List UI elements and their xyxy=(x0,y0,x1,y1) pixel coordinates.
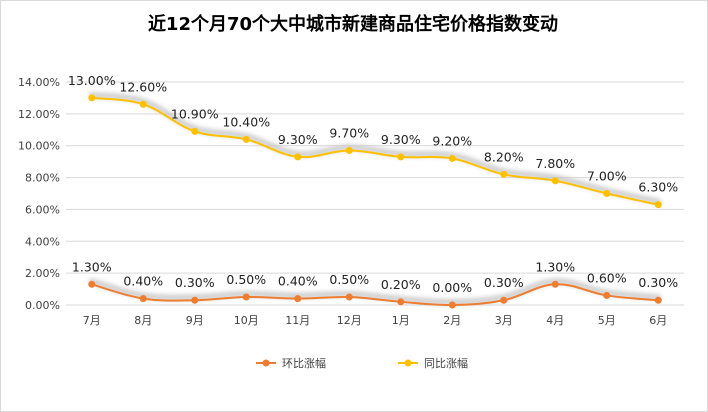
data-label: 6.30% xyxy=(638,180,678,195)
x-tick-label: 5月 xyxy=(598,314,616,327)
data-point xyxy=(294,295,302,303)
data-point xyxy=(139,100,147,108)
data-label: 1.30% xyxy=(72,259,112,274)
data-point xyxy=(448,301,456,309)
y-tick-label: 0.00% xyxy=(25,299,60,312)
x-tick-label: 9月 xyxy=(186,314,204,327)
y-tick-label: 14.00% xyxy=(18,76,60,89)
data-point xyxy=(397,298,405,306)
y-axis-ticks: 0.00% 2.00% 4.00% 6.00% 8.00% 10.00% 12.00% 14.… xyxy=(18,76,60,312)
data-label: 0.30% xyxy=(484,275,524,290)
data-point xyxy=(139,295,147,303)
data-label: 9.70% xyxy=(329,125,369,140)
data-label: 0.50% xyxy=(329,272,369,287)
x-tick-label: 10月 xyxy=(234,314,259,327)
y-tick-label: 2.00% xyxy=(25,267,60,280)
data-point xyxy=(191,296,199,304)
data-label: 9.30% xyxy=(381,132,421,147)
x-tick-label: 12月 xyxy=(337,314,362,327)
y-tick-label: 12.00% xyxy=(18,108,60,121)
x-tick-label: 11月 xyxy=(285,314,310,327)
legend-marker xyxy=(262,359,270,367)
series-glow xyxy=(88,278,662,306)
data-label: 10.90% xyxy=(171,106,219,121)
data-label: 13.00% xyxy=(68,73,116,88)
y-tick-label: 8.00% xyxy=(25,172,60,185)
data-label: 0.40% xyxy=(123,274,163,289)
x-tick-label: 2月 xyxy=(443,314,461,327)
series-line xyxy=(91,96,659,206)
data-label: 0.60% xyxy=(587,270,627,285)
x-tick-label: 7月 xyxy=(83,314,101,327)
data-point xyxy=(88,280,96,288)
data-point xyxy=(448,154,456,162)
data-label: 0.40% xyxy=(278,274,318,289)
data-point xyxy=(500,170,508,178)
data-point xyxy=(345,146,353,154)
x-tick-label: 3月 xyxy=(495,314,513,327)
data-label: 0.00% xyxy=(432,280,472,295)
data-label: 8.20% xyxy=(484,149,524,164)
x-tick-label: 4月 xyxy=(546,314,564,327)
legend-item: 同比涨幅 xyxy=(398,357,468,370)
data-label: 9.30% xyxy=(278,132,318,147)
data-point xyxy=(242,293,250,301)
legend: 环比涨幅 同比涨幅 xyxy=(256,357,468,370)
data-point xyxy=(551,177,559,185)
data-labels: 1.30% 0.40% 0.30% 0.50% 0.40% 0.50% 0.20% 0.00%… xyxy=(68,73,678,295)
data-label: 7.80% xyxy=(535,156,575,171)
series-lines xyxy=(88,91,662,309)
chart-title: 近12个月70个大中城市新建商品住宅价格指数变动 xyxy=(147,14,559,35)
data-point xyxy=(88,94,96,102)
data-point xyxy=(551,280,559,288)
legend-marker xyxy=(404,359,412,367)
x-axis-ticks: 7月 8月 9月 10月 11月 12月 1月 2月 3月 4月 5月 6月 xyxy=(83,314,668,327)
y-tick-label: 10.00% xyxy=(18,140,60,153)
series-line xyxy=(91,283,659,307)
series-glow xyxy=(88,91,662,205)
data-label: 1.30% xyxy=(535,259,575,274)
data-point xyxy=(345,293,353,301)
data-label: 0.20% xyxy=(381,277,421,292)
x-tick-label: 6月 xyxy=(649,314,667,327)
data-point xyxy=(242,135,250,143)
gridlines xyxy=(66,81,684,306)
data-label: 10.40% xyxy=(222,114,270,129)
y-tick-label: 4.00% xyxy=(25,235,60,248)
data-label: 7.00% xyxy=(587,169,627,184)
data-label: 0.30% xyxy=(175,275,215,290)
data-point xyxy=(397,153,405,161)
data-point xyxy=(603,190,611,197)
data-label: 12.60% xyxy=(119,79,167,94)
x-tick-label: 8月 xyxy=(134,314,152,327)
legend-item: 环比涨幅 xyxy=(256,357,326,370)
data-label: 9.20% xyxy=(432,133,472,148)
x-tick-label: 1月 xyxy=(392,314,410,327)
data-label: 0.30% xyxy=(638,275,678,290)
legend-label: 同比涨幅 xyxy=(424,357,468,370)
legend-label: 环比涨幅 xyxy=(282,357,326,370)
data-label: 0.50% xyxy=(226,272,266,287)
data-point xyxy=(500,296,508,304)
data-point xyxy=(654,201,662,209)
data-point xyxy=(191,127,199,135)
data-point xyxy=(603,291,611,299)
data-point xyxy=(654,296,662,304)
y-tick-label: 6.00% xyxy=(25,203,60,216)
data-point xyxy=(294,153,302,161)
